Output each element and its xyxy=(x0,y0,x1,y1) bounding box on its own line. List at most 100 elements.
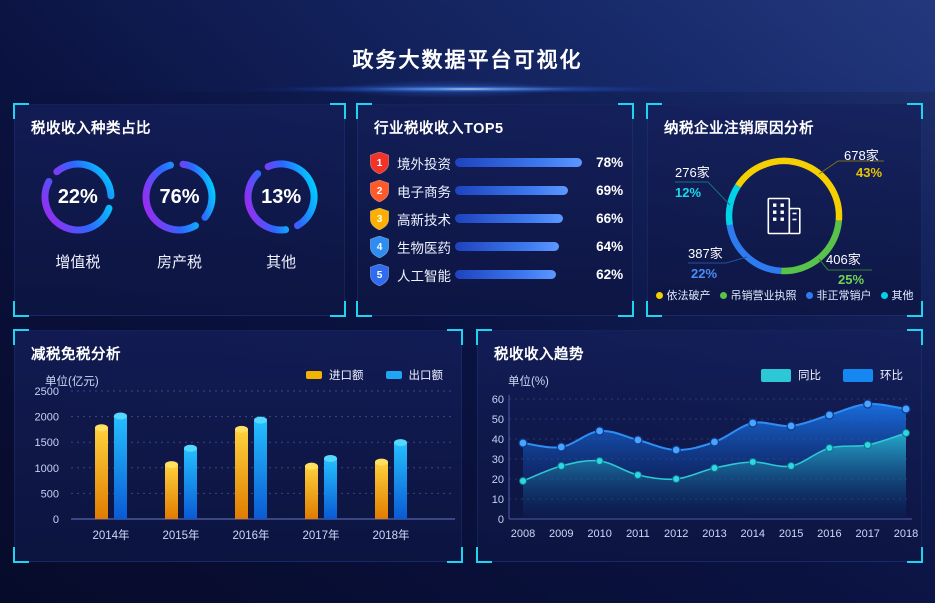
legend-item[interactable]: 非正常销户 xyxy=(805,287,872,303)
trend-dot xyxy=(748,418,758,428)
y-axis-tick-label: 2000 xyxy=(35,412,59,424)
trend-dot xyxy=(671,445,681,455)
x-axis-label: 2018年 xyxy=(372,528,409,542)
ring-label: 房产税 xyxy=(156,254,202,271)
donut-callout-line xyxy=(675,181,731,206)
trend-dot xyxy=(633,471,642,479)
bar-cylinder xyxy=(165,464,178,519)
top5-row: 2 电子商务 69% xyxy=(370,179,632,202)
legend-item[interactable]: 同比 xyxy=(761,367,821,383)
donut-percent-label: 25% xyxy=(838,272,865,287)
panel-tax-type-ratio: 税收收入种类占比 22% 增值税 76% 房产税 13% 其他 xyxy=(13,103,346,317)
y-axis-tick-label: 50 xyxy=(492,414,504,426)
x-axis-label: 2015年 xyxy=(162,528,199,542)
donut-percent-label: 22% xyxy=(691,266,718,281)
trend-dot xyxy=(594,426,605,436)
legend-label: 环比 xyxy=(880,370,903,382)
ring-arc xyxy=(143,161,200,234)
top5-bar-track xyxy=(454,186,582,195)
top5-row-label: 生物医药 xyxy=(397,240,451,256)
legend-swatch xyxy=(306,371,322,379)
trend-dot xyxy=(557,462,566,470)
corner-bracket xyxy=(330,103,346,119)
corner-bracket xyxy=(476,547,492,563)
rings-chart: 22% 增值税 76% 房产税 13% 其他 xyxy=(15,157,344,272)
top5-value-label: 78% xyxy=(596,155,624,170)
top5-bar-fill xyxy=(454,158,583,167)
top5-bar-track xyxy=(454,158,583,167)
legend-item[interactable]: 吊销营业执照 xyxy=(719,287,797,303)
x-axis-label: 2018 xyxy=(894,528,918,540)
bar-cylinder xyxy=(305,465,318,519)
ring-percent-label: 22% xyxy=(57,186,98,208)
corner-bracket xyxy=(618,103,634,119)
corner-bracket xyxy=(907,547,923,563)
x-axis-label: 2015 xyxy=(779,528,803,540)
corner-bracket xyxy=(447,329,463,345)
legend-label: 依法破产 xyxy=(666,290,711,302)
corner-bracket xyxy=(13,103,29,119)
top5-bar-track xyxy=(454,214,582,223)
svg-text:2: 2 xyxy=(377,186,383,197)
top5-value-label: 69% xyxy=(596,183,624,198)
legend-item[interactable]: 其他 xyxy=(880,287,914,303)
donut-count-label: 678家 xyxy=(844,148,879,163)
donut-slice xyxy=(725,184,741,226)
top5-bar-fill xyxy=(454,186,568,195)
corner-bracket xyxy=(907,103,923,119)
legend-item[interactable]: 出口额 xyxy=(385,367,444,383)
y-axis-tick-label: 40 xyxy=(492,434,504,446)
top5-row-label: 境外投资 xyxy=(397,156,451,172)
legend-item[interactable]: 进口额 xyxy=(306,367,364,383)
bar-cylinder xyxy=(95,427,108,519)
page-title: 政务大数据平台可视化 xyxy=(352,49,583,72)
bar-cylinder xyxy=(324,458,337,519)
trend-dot xyxy=(672,475,681,483)
trend-dot xyxy=(825,444,834,452)
legend-item[interactable]: 依法破产 xyxy=(655,287,711,303)
y-axis-tick-label: 1500 xyxy=(35,437,59,449)
top5-bar-track xyxy=(454,242,582,251)
panel-title: 税收收入趋势 xyxy=(494,347,584,363)
legend-item[interactable]: 环比 xyxy=(843,367,903,383)
legend-label: 非正常销户 xyxy=(816,290,872,302)
panel-title: 税收收入种类占比 xyxy=(31,121,151,137)
unit-label: 单位(%) xyxy=(508,376,549,388)
bar-chart-svg: 0 500 1000 1500 2000 2500 2014年 2015年 2016年 2017年… xyxy=(35,386,455,542)
y-axis-tick-label: 0 xyxy=(53,514,59,526)
top5-row-label: 高新技术 xyxy=(397,212,451,228)
top5-row: 1 境外投资 78% xyxy=(370,151,632,174)
trend-dot xyxy=(824,410,834,420)
top5-value-label: 64% xyxy=(596,239,624,254)
svg-text:3: 3 xyxy=(377,214,383,225)
corner-bracket xyxy=(447,547,463,563)
donut-slice xyxy=(735,157,843,221)
bar-cylinder xyxy=(394,442,407,519)
ring-arc xyxy=(180,160,216,221)
corner-bracket xyxy=(907,329,923,345)
ring-chart: 76% 房产税 xyxy=(135,157,223,272)
panel-deregistration-reasons: 纳税企业注销原因分析 678家 43% 406家 25% 387家 22% 276家 12% … xyxy=(646,103,923,317)
top5-row: 3 高新技术 66% xyxy=(370,207,632,230)
header: 政务大数据平台可视化 xyxy=(0,0,935,98)
trend-dot xyxy=(595,457,604,465)
chart-legend: 进口额 出口额 xyxy=(306,367,443,383)
trend-dot xyxy=(902,429,910,437)
legend-dot xyxy=(805,291,813,299)
ring-percent-label: 13% xyxy=(261,186,302,208)
legend-label: 出口额 xyxy=(408,370,444,382)
legend-label: 同比 xyxy=(798,370,821,382)
legend-label: 吊销营业执照 xyxy=(730,290,797,302)
rank-badge-icon: 5 xyxy=(370,263,389,286)
donut-callout-line xyxy=(688,256,748,264)
trend-dot xyxy=(863,441,872,449)
x-axis-label: 2016年 xyxy=(232,528,269,542)
y-axis-tick-label: 60 xyxy=(492,394,504,406)
x-axis-label: 2008 xyxy=(511,528,535,540)
corner-bracket xyxy=(330,301,346,317)
rank-badge-icon: 2 xyxy=(370,179,389,202)
panel-industry-top5: 行业税收收入TOP5 1 境外投资 78% 2 电子商务 69% 3 高新技术 66% 4 生物医药… xyxy=(356,103,634,317)
bar-cylinder xyxy=(254,419,267,519)
trend-dot xyxy=(710,464,719,472)
